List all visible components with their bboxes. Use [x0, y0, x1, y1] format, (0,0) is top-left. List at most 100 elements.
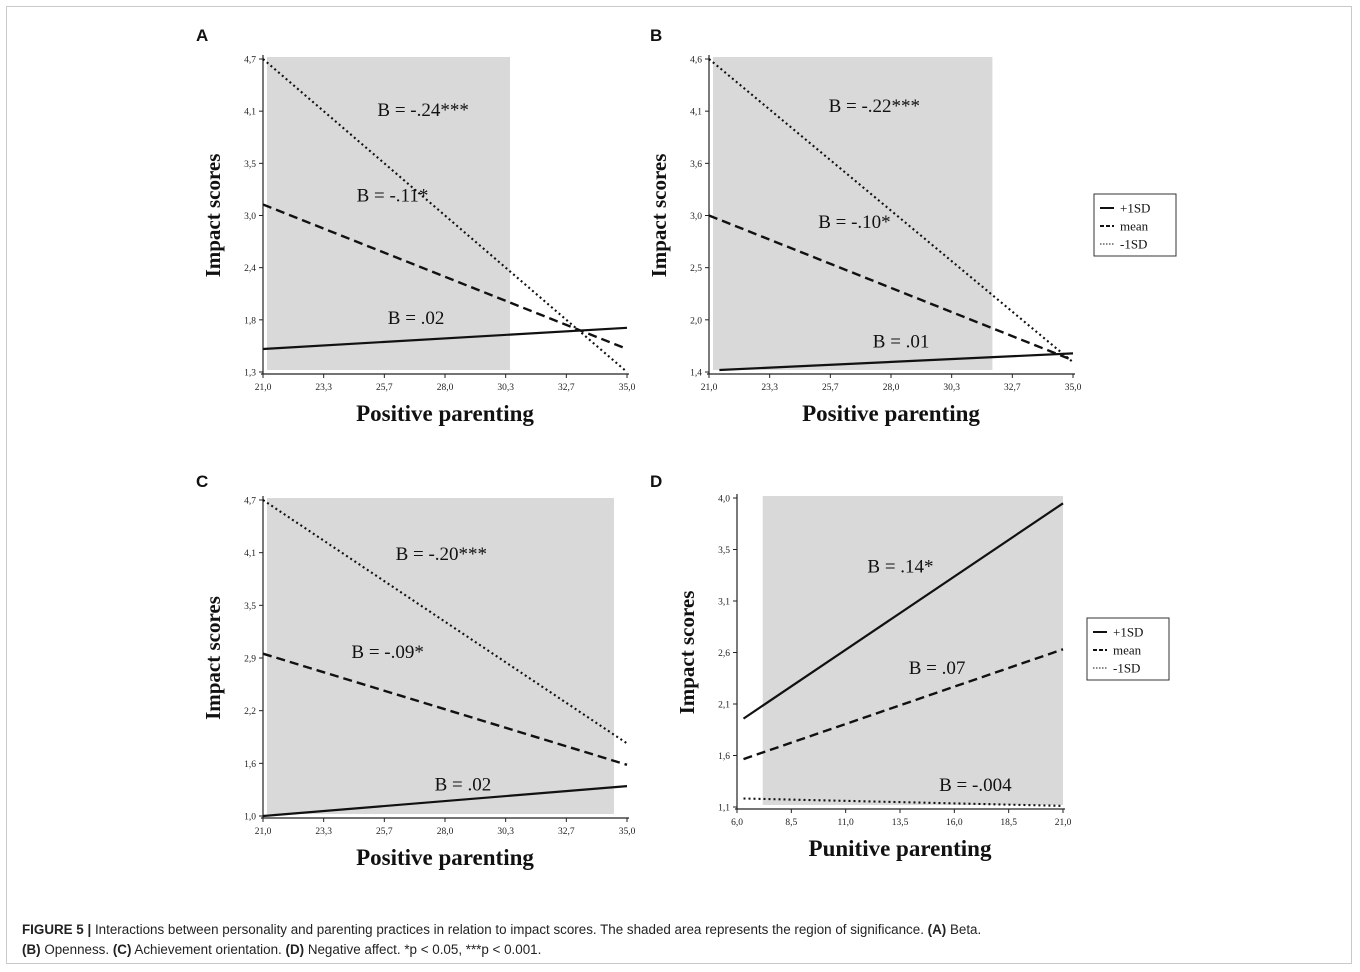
x-tick-label: 30,3: [943, 383, 960, 393]
legend: +1SD mean -1SD: [1093, 193, 1177, 257]
series-line-solid: [719, 352, 1074, 372]
y-tick-label: 4,7: [244, 497, 256, 507]
x-tick-label: 28,0: [437, 383, 454, 393]
x-tick-label: 32,7: [1004, 383, 1021, 393]
series-annotation-solid: B = .14*: [867, 557, 933, 578]
x-tick-label: 23,3: [761, 383, 778, 393]
caption-c-text: Achievement orientation.: [131, 942, 286, 957]
legend-label: -1SD: [1113, 661, 1140, 676]
caption-text: Interactions between personality and par…: [91, 922, 928, 937]
caption-b-label: (B): [22, 942, 41, 957]
series-line-dashed: [743, 648, 1064, 761]
series-annotation-solid: B = .02: [435, 774, 492, 795]
series-annotation-dashed: B = -.11*: [357, 186, 429, 207]
x-tick-label: 16,0: [946, 818, 963, 828]
series-line-solid: [262, 785, 628, 818]
y-tick-label: 1,0: [244, 813, 256, 823]
series-line-solid: [742, 502, 1064, 720]
x-tick-label: 23,3: [315, 827, 332, 837]
y-tick-label: 1,8: [244, 316, 256, 326]
significance-region: [267, 57, 510, 370]
x-tick-label: 23,3: [315, 383, 332, 393]
y-tick-label: 4,1: [244, 108, 256, 118]
y-tick-label: 2,5: [690, 264, 702, 274]
y-tick-label: 2,2: [244, 707, 256, 717]
series-annotation-solid: B = .01: [873, 332, 930, 353]
y-tick-label: 2,4: [244, 264, 256, 274]
x-axis-title: Punitive parenting: [809, 836, 992, 861]
caption-a-text: Beta.: [946, 922, 982, 937]
x-tick-label: 18,5: [1000, 818, 1017, 828]
y-axis-title: Impact scores: [675, 591, 699, 715]
figure-caption: FIGURE 5 | Interactions between personal…: [22, 920, 1332, 960]
series-line-solid: [262, 326, 628, 351]
y-tick-label: 1,6: [718, 752, 730, 762]
figure-chart-area: 1,3 1,8 2,4 3,0 3,5 4,1 4,7 21,0 23,3 25,7 28,0 30,…: [196, 26, 1177, 870]
series-line-dotted: [708, 58, 1074, 364]
x-tick-label: 8,5: [785, 818, 797, 828]
legend-label: +1SD: [1113, 625, 1143, 640]
series-annotation-dotted: B = -.004: [939, 775, 1012, 796]
series-annotation-dashed: B = -.10*: [818, 212, 890, 233]
y-axis-title: Impact scores: [201, 154, 225, 278]
series-annotation-dashed: B = .07: [909, 658, 966, 679]
y-tick-label: 4,1: [690, 108, 702, 118]
y-tick-label: 3,0: [690, 212, 702, 222]
legend-label: -1SD: [1120, 237, 1147, 252]
panel-a: 1,3 1,8 2,4 3,0 3,5 4,1 4,7 21,0 23,3 25,7 28,0 30,…: [196, 26, 636, 426]
panel-letter: C: [196, 472, 208, 491]
x-tick-label: 32,7: [558, 827, 575, 837]
x-tick-label: 25,7: [376, 827, 393, 837]
y-tick-label: 3,1: [718, 598, 730, 608]
y-tick-label: 2,1: [718, 701, 730, 711]
series-annotation-dotted: B = -.24***: [377, 100, 468, 121]
series-annotation-solid: B = .02: [388, 308, 445, 329]
x-tick-label: 21,0: [1055, 818, 1072, 828]
x-axis-title: Positive parenting: [356, 845, 534, 870]
panel-letter: B: [650, 26, 662, 45]
panel-b: 1,4 2,0 2,5 3,0 3,6 4,1 4,6 21,0 23,3 25,7 28,0 30,…: [647, 26, 1177, 426]
y-tick-label: 2,9: [244, 655, 256, 665]
x-tick-label: 21,0: [255, 827, 272, 837]
x-tick-label: 25,7: [376, 383, 393, 393]
legend-label: +1SD: [1120, 201, 1150, 216]
y-axis-title: Impact scores: [647, 154, 671, 278]
panel-d: 1,1 1,6 2,1 2,6 3,1 3,5 4,0 6,0 8,5 11,0 13,5 16,0 1…: [650, 472, 1170, 861]
y-tick-label: 3,0: [244, 212, 256, 222]
series-line-dashed: [262, 652, 628, 766]
y-tick-label: 2,0: [690, 316, 702, 326]
y-tick-label: 3,6: [690, 160, 702, 170]
caption-b-text: Openness.: [40, 942, 113, 957]
x-tick-label: 25,7: [822, 383, 839, 393]
x-tick-label: 28,0: [437, 827, 454, 837]
series-line-dotted: [262, 58, 628, 373]
x-tick-label: 35,0: [619, 827, 636, 837]
caption-figure-label: FIGURE 5 |: [22, 922, 92, 937]
significance-region: [762, 496, 1063, 805]
legend: +1SD mean -1SD: [1086, 617, 1170, 681]
significance-region: [267, 498, 614, 814]
x-tick-label: 35,0: [619, 383, 636, 393]
y-tick-label: 4,6: [690, 56, 702, 66]
y-tick-label: 3,5: [244, 160, 256, 170]
x-tick-label: 32,7: [558, 383, 575, 393]
series-annotation-dotted: B = -.20***: [396, 544, 487, 565]
caption-d-text: Negative affect. *p < 0.05, ***p < 0.001…: [304, 942, 542, 957]
figure-frame: [6, 6, 1352, 964]
y-tick-label: 3,5: [718, 546, 730, 556]
series-annotation-dotted: B = -.22***: [829, 96, 920, 117]
x-tick-label: 21,0: [255, 383, 272, 393]
panel-c: 1,0 1,6 2,2 2,9 3,5 4,1 4,7 21,0 23,3 25,7 28,0 30,…: [196, 472, 636, 870]
significance-region: [713, 57, 993, 370]
x-tick-label: 35,0: [1065, 383, 1082, 393]
y-axis-title: Impact scores: [201, 596, 225, 720]
x-tick-label: 21,0: [701, 383, 718, 393]
series-line-dotted: [743, 797, 1064, 807]
x-tick-label: 28,0: [883, 383, 900, 393]
legend-label: mean: [1120, 219, 1149, 234]
y-tick-label: 4,1: [244, 549, 256, 559]
panel-letter: D: [650, 472, 662, 491]
y-tick-label: 4,7: [244, 56, 256, 66]
x-axis-title: Positive parenting: [802, 401, 980, 426]
series-line-dashed: [708, 214, 1074, 362]
